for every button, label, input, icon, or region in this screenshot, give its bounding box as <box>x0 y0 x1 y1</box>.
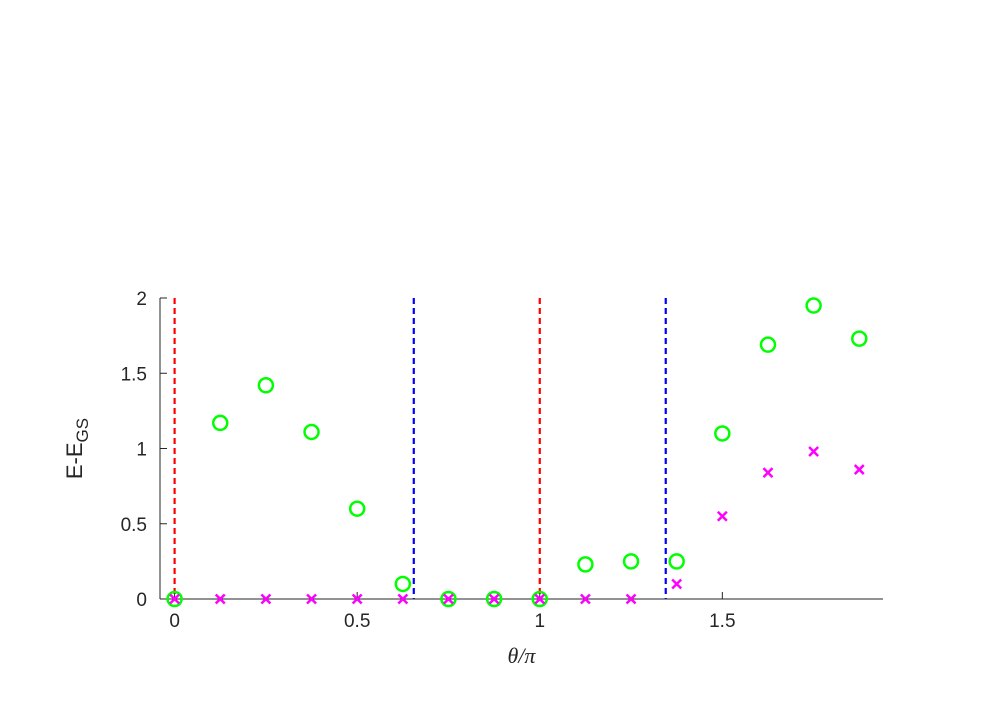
svg-text:E-EGS: E-EGS <box>62 418 92 479</box>
data-point-circle <box>622 553 640 570</box>
y-axis-title: E-EGS <box>62 418 92 479</box>
data-point-circle <box>257 377 275 394</box>
data-point-circle <box>303 423 320 441</box>
data-point-circle <box>212 414 229 432</box>
x-tick-label: 1.5 <box>709 611 735 632</box>
x-tick-label: 0 <box>169 611 180 632</box>
data-point-cross <box>762 467 774 478</box>
data-point-circle <box>759 336 777 353</box>
data-point-cross <box>580 593 591 605</box>
data-point-cross <box>351 593 363 605</box>
data-point-circle <box>485 590 503 608</box>
x-ticks: 0 0.5 1 1.5 <box>169 592 736 632</box>
data-points <box>166 297 868 608</box>
data-point-cross <box>625 593 637 605</box>
data-point-circle <box>440 590 457 608</box>
data-point-circle <box>577 556 594 573</box>
y-axis-title-main: E-E <box>62 442 87 479</box>
x-tick-label: 1 <box>534 611 545 632</box>
data-point-cross <box>443 593 454 605</box>
data-point-cross <box>397 593 409 605</box>
data-point-cross <box>671 578 683 590</box>
data-point-circle <box>851 330 868 347</box>
data-point-cross <box>488 593 500 605</box>
data-point-circle <box>668 553 685 570</box>
reference-lines <box>173 298 667 599</box>
y-tick-label: 0 <box>136 590 147 611</box>
x-axis-title: θ/π <box>508 643 537 668</box>
data-point-circle <box>531 590 549 608</box>
data-point-cross <box>214 593 226 605</box>
data-point-cross <box>306 593 317 605</box>
data-point-cross <box>808 446 820 457</box>
y-tick-label: 1.5 <box>121 364 147 385</box>
y-ticks: 0 0.5 1 1.5 2 <box>121 289 167 611</box>
data-point-circle <box>166 590 183 608</box>
data-point-cross <box>853 464 865 475</box>
data-point-cross <box>260 593 272 605</box>
data-point-cross <box>716 510 728 522</box>
data-point-circle <box>805 297 822 314</box>
x-tick-label: 0.5 <box>344 611 370 632</box>
y-tick-label: 2 <box>136 289 147 310</box>
y-tick-label: 0.5 <box>121 515 147 536</box>
data-point-cross <box>534 593 546 605</box>
data-point-circle <box>714 425 731 442</box>
y-axis-title-subscript: GS <box>73 418 92 443</box>
data-point-circle <box>348 500 366 517</box>
data-point-circle <box>394 575 412 593</box>
y-tick-label: 1 <box>136 440 147 461</box>
data-point-cross <box>169 593 180 605</box>
